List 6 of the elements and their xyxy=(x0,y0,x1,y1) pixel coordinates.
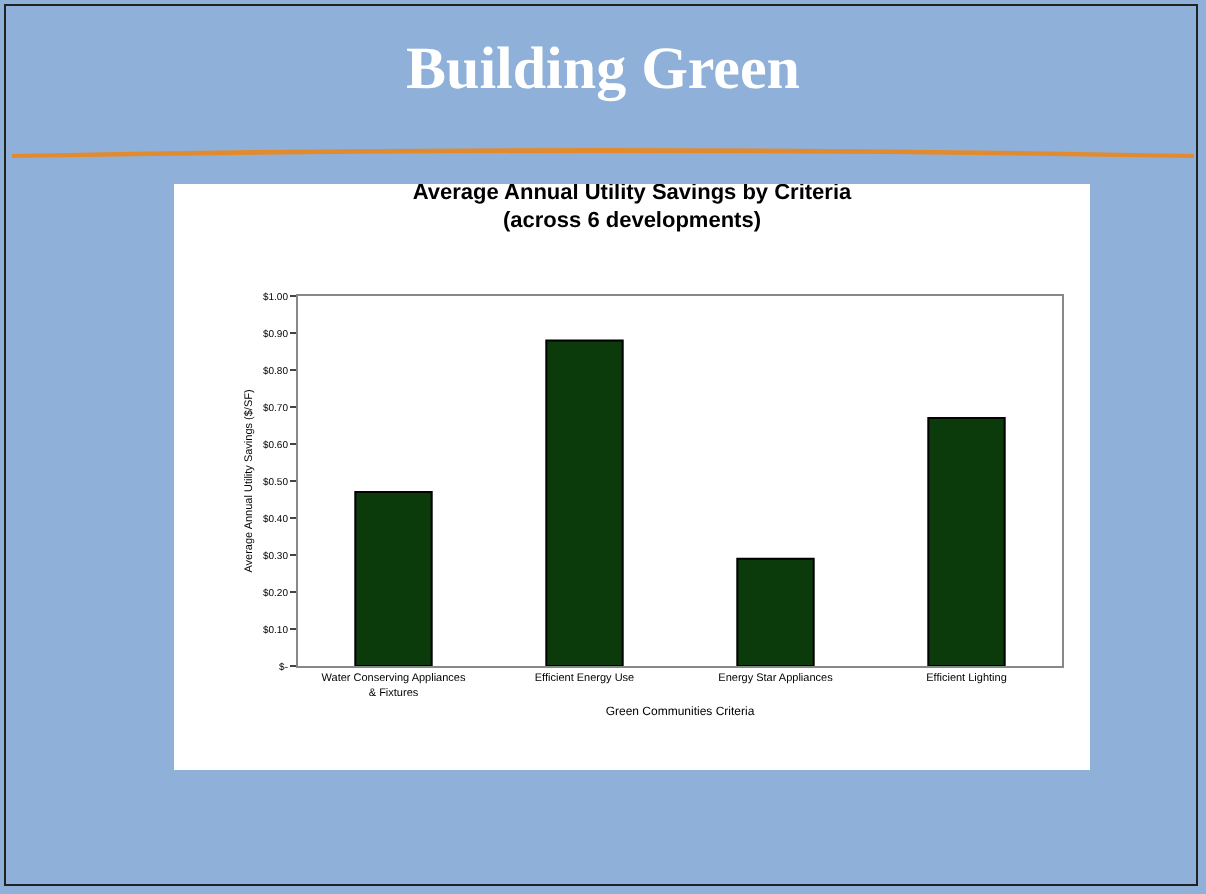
bar xyxy=(927,417,1006,666)
chart-subtitle: (across 6 developments) xyxy=(503,209,762,234)
bar xyxy=(736,557,815,666)
text: Building Green xyxy=(404,36,802,104)
bar xyxy=(354,491,433,666)
bar xyxy=(545,339,624,666)
